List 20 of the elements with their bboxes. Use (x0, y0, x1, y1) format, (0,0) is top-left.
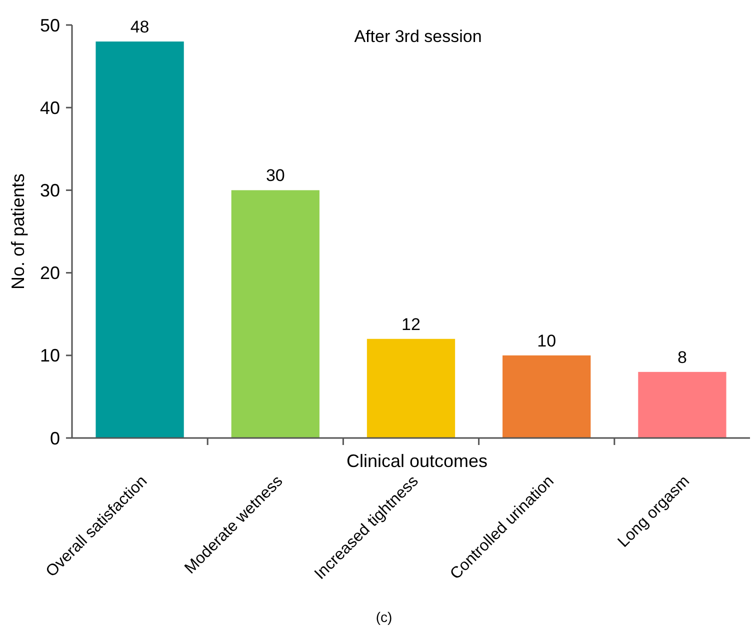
bar (502, 355, 591, 438)
bar (96, 42, 184, 438)
y-tick-label: 10 (40, 346, 60, 366)
y-tick-label: 30 (40, 180, 60, 200)
text: (c) (376, 609, 392, 625)
x-axis-title: Clinical outcomes (346, 451, 488, 471)
data-label: 30 (266, 166, 285, 186)
data-label: 8 (677, 348, 687, 367)
y-tick-label: 20 (40, 263, 60, 284)
chart-title: After 3rd session (354, 27, 482, 46)
data-label: 48 (130, 18, 150, 37)
y-axis-title: No. of patients (8, 173, 28, 290)
y-tick-label: 40 (40, 98, 60, 118)
data-label: 10 (537, 331, 556, 350)
bar (366, 338, 456, 438)
bar (231, 190, 320, 438)
bar (638, 372, 726, 438)
y-tick-label: 0 (50, 428, 60, 448)
y-tick-label: 50 (40, 15, 60, 36)
data-label: 12 (402, 314, 420, 334)
